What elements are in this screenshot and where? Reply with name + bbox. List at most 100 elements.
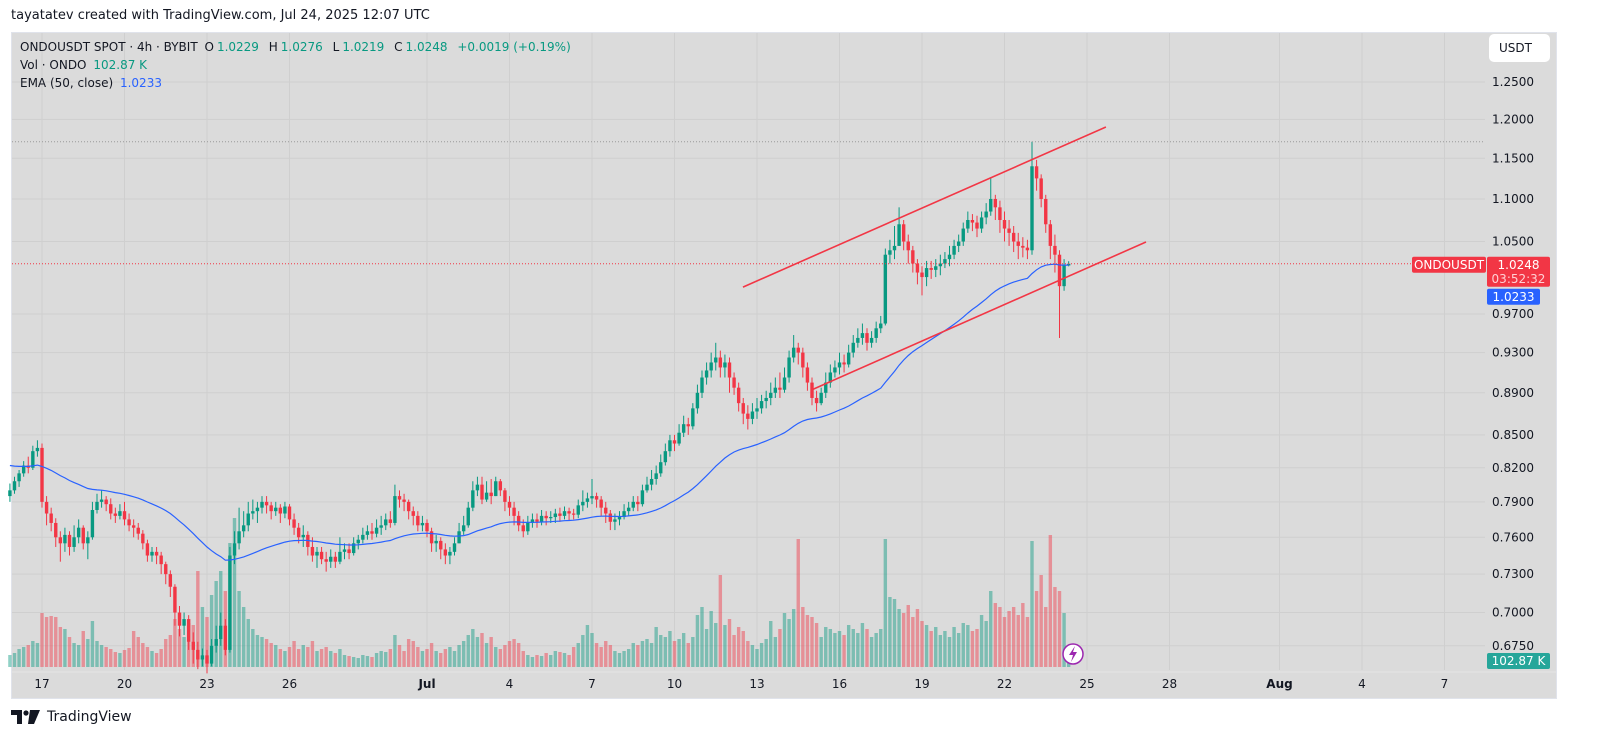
candle-body: [989, 198, 993, 212]
price-tick-label: 0.6750: [1492, 639, 1534, 653]
candle-body: [503, 490, 507, 502]
volume-bars: [8, 518, 1071, 667]
time-tick-label: 23: [199, 677, 214, 691]
volume-bar: [324, 647, 328, 667]
candle-body: [443, 549, 448, 556]
candle-body: [260, 501, 264, 508]
volume-bar: [604, 641, 608, 667]
volume-bar: [86, 639, 90, 667]
volume-bar: [544, 653, 548, 667]
volume-bar: [356, 658, 360, 667]
volume-bar: [512, 639, 516, 667]
candle-body: [81, 527, 85, 544]
candle-body: [159, 555, 163, 565]
candle-body: [535, 519, 539, 522]
volume-bar: [118, 653, 122, 667]
candle-body: [370, 531, 374, 534]
legend-ema: EMA (50, close) 1.0233: [20, 76, 162, 90]
candle-body: [76, 527, 81, 538]
candle-body: [471, 490, 475, 508]
volume-bar: [851, 629, 855, 667]
candle-body: [920, 272, 924, 278]
candle-body: [764, 397, 768, 402]
volume-bar: [296, 649, 301, 667]
candle-body: [755, 408, 759, 412]
candle-body: [251, 511, 255, 514]
volume-bar: [567, 655, 571, 667]
candle-body: [67, 534, 72, 547]
volume-bar: [824, 627, 828, 667]
time-tick-label: 19: [914, 677, 929, 691]
candle-body: [814, 397, 819, 404]
volume-bar: [585, 625, 590, 667]
volume-bar: [58, 627, 63, 667]
volume-bar: [924, 625, 929, 667]
volume-bar: [168, 635, 173, 667]
volume-bar: [526, 655, 530, 667]
volume-bar: [196, 571, 200, 667]
volume-bar: [668, 631, 672, 667]
candle-body: [943, 259, 947, 264]
volume-bar: [319, 649, 324, 667]
symbol-title[interactable]: ONDOUSDT SPOT · 4h · BYBIT: [20, 40, 198, 54]
volume-bar: [1011, 607, 1016, 667]
candle-body: [819, 392, 823, 404]
candle-body: [704, 370, 709, 378]
candle-body: [466, 507, 470, 526]
price-tick-label: 0.8200: [1492, 461, 1534, 475]
candle-body: [31, 451, 35, 468]
volume-bar: [1016, 615, 1020, 667]
volume-bar: [874, 633, 878, 667]
candle-body: [361, 534, 365, 540]
candle-body: [264, 501, 269, 506]
candle-body: [681, 424, 686, 433]
candle-body: [856, 337, 860, 343]
volume-bar: [998, 607, 1002, 667]
footer-brand: TradingView: [11, 709, 132, 725]
candle-body: [562, 511, 567, 516]
volume-bar: [315, 651, 319, 667]
lightning-icon[interactable]: [1062, 643, 1084, 665]
volume-bar: [420, 651, 425, 667]
candle-body: [35, 447, 40, 452]
volume-bar: [961, 623, 965, 667]
candle-body: [489, 492, 493, 497]
candles: [8, 141, 1071, 674]
candle-body: [365, 531, 370, 535]
volume-bar: [636, 645, 640, 667]
candle-body: [851, 342, 855, 353]
candle-body: [379, 525, 383, 528]
volume-bar: [906, 605, 910, 667]
candle-body: [947, 254, 952, 260]
price-tick-label: 1.2000: [1492, 112, 1534, 126]
volume-bar: [338, 649, 342, 667]
candle-body: [434, 540, 438, 544]
chart-pane[interactable]: [11, 32, 1557, 699]
volume-bar: [553, 651, 558, 667]
candle-body: [649, 478, 654, 485]
volume-bar: [333, 653, 338, 667]
candle-body: [617, 517, 622, 520]
volume-bar: [76, 645, 81, 667]
svg-text:1.0248: 1.0248: [1498, 258, 1540, 272]
candle-body: [131, 525, 136, 528]
volume-bar: [81, 631, 85, 667]
volume-bar: [934, 627, 938, 667]
candle-body: [351, 543, 356, 554]
candle-body: [668, 440, 672, 452]
candle-body: [723, 362, 727, 368]
candle-body: [782, 377, 787, 390]
candle-body: [608, 513, 613, 522]
close-value: 1.0248: [405, 40, 448, 54]
candle-body: [58, 537, 63, 544]
candle-body: [938, 263, 943, 267]
symbol-price-badge: ONDOUSDT: [1412, 256, 1486, 273]
candle-body: [956, 241, 961, 246]
currency-unit-button[interactable]: USDT: [1489, 34, 1550, 62]
volume-bar: [278, 649, 283, 667]
volume-value: 102.87 K: [93, 58, 148, 72]
price-tick-label: 0.7000: [1492, 606, 1534, 620]
price-tick-label: 0.8500: [1492, 428, 1534, 442]
volume-bar: [329, 651, 333, 667]
